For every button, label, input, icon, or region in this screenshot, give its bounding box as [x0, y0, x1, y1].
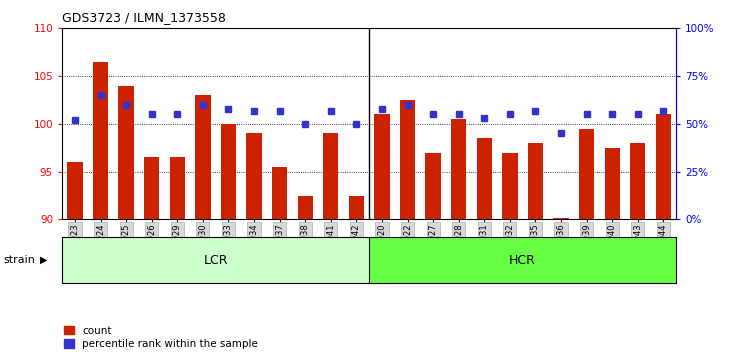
Bar	[272, 167, 287, 219]
Bar	[221, 124, 236, 219]
Legend: count, percentile rank within the sample: count, percentile rank within the sample	[64, 326, 258, 349]
Bar	[605, 148, 620, 219]
Text: HCR: HCR	[510, 254, 536, 267]
Bar	[195, 95, 211, 219]
Bar	[67, 162, 83, 219]
Bar	[656, 114, 671, 219]
Bar	[400, 100, 415, 219]
Text: LCR: LCR	[203, 254, 228, 267]
Bar	[93, 62, 108, 219]
Bar	[118, 86, 134, 219]
Text: GDS3723 / ILMN_1373558: GDS3723 / ILMN_1373558	[62, 11, 226, 24]
Bar	[246, 133, 262, 219]
Text: ▶: ▶	[40, 255, 48, 265]
Bar	[298, 195, 313, 219]
Bar	[323, 133, 338, 219]
Bar	[170, 157, 185, 219]
Bar	[528, 143, 543, 219]
Text: strain: strain	[4, 255, 36, 265]
Bar	[374, 114, 390, 219]
Bar	[451, 119, 466, 219]
Bar	[477, 138, 492, 219]
Bar	[630, 143, 645, 219]
Bar	[349, 195, 364, 219]
Bar	[553, 218, 569, 219]
Bar	[579, 129, 594, 219]
Bar	[144, 157, 159, 219]
Bar	[425, 153, 441, 219]
Bar	[502, 153, 518, 219]
